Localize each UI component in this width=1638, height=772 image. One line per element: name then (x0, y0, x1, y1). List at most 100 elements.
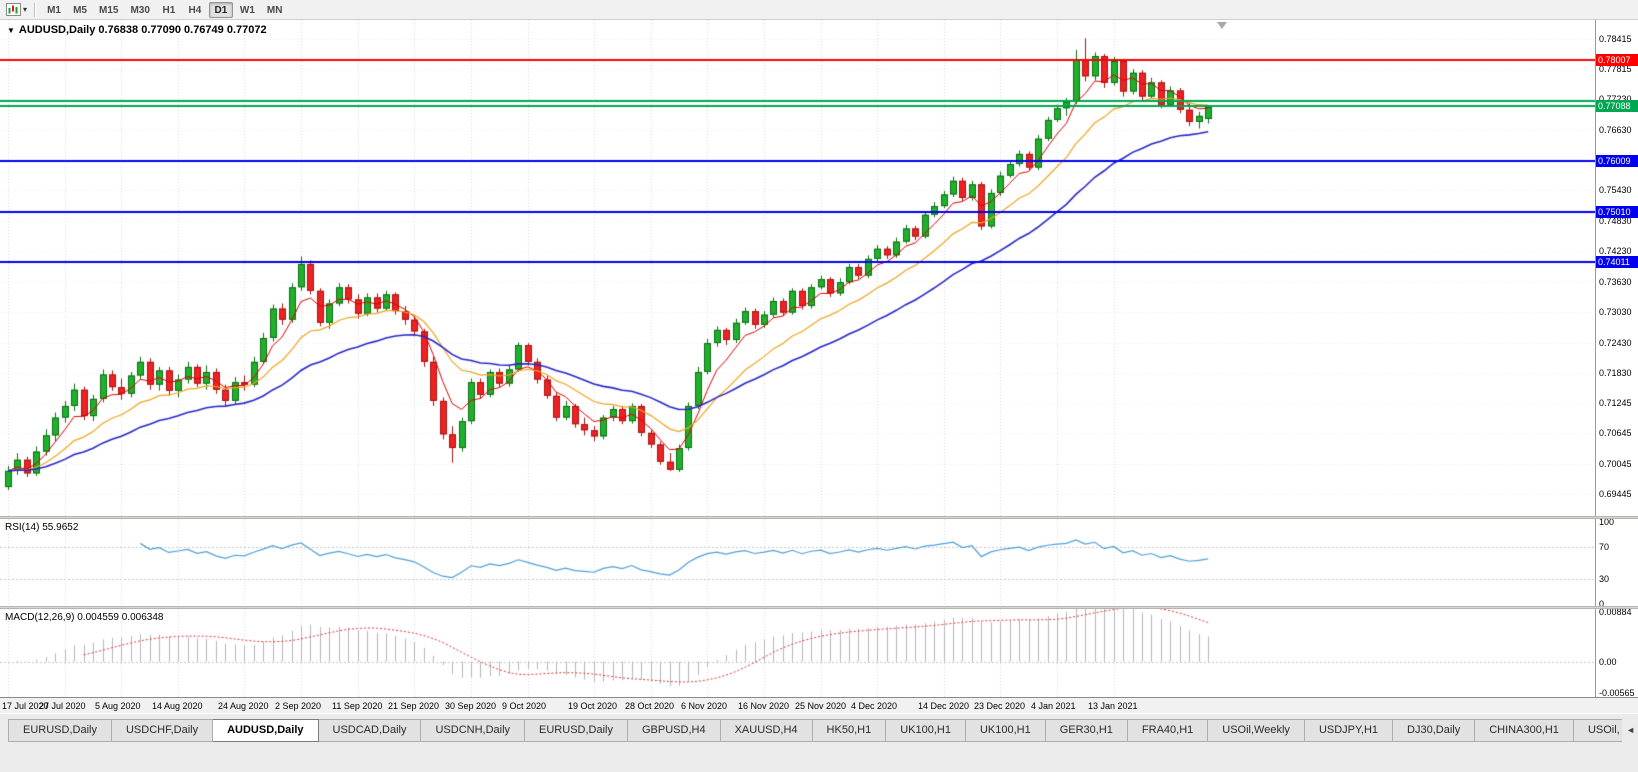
chart-workspace: ▼ AUDUSD,Daily 0.76838 0.77090 0.76749 0… (0, 20, 1638, 713)
toolbar-separator (34, 2, 37, 17)
timeframe-button-M30[interactable]: M30 (130, 4, 150, 16)
macd-indicator-canvas[interactable] (0, 609, 1595, 697)
rsi-indicator-canvas[interactable] (0, 519, 1595, 606)
timeframe-button-H4[interactable]: H4 (188, 4, 202, 16)
price-line-tag: 0.75010 (1596, 206, 1638, 218)
time-axis-label: 23 Dec 2020 (974, 701, 1026, 711)
timeframe-buttons: M1 M5 M15 M30 H1 H4 D1 W1 MN (41, 1, 288, 18)
chart-tab-UK100-H1[interactable]: UK100,H1 (965, 719, 1046, 742)
timeframe-button-H1[interactable]: H1 (162, 4, 176, 16)
chart-tab-USDCAD-Daily[interactable]: USDCAD,Daily (318, 719, 422, 742)
time-axis-label: 14 Aug 2020 (152, 701, 203, 711)
chart-tab-UK100-H1[interactable]: UK100,H1 (886, 719, 966, 742)
price-line-tag: 0.78007 (1596, 54, 1638, 66)
chart-tab-AUDUSD-Daily[interactable]: AUDUSD,Daily (213, 719, 319, 742)
time-axis-label: 21 Sep 2020 (388, 701, 440, 711)
time-axis-label: 14 Dec 2020 (918, 701, 970, 711)
expand-arrow-icon[interactable]: ▼ (7, 25, 15, 35)
price-axis-label: 0.73630 (1599, 277, 1632, 287)
price-axis-label: 0.74230 (1599, 246, 1632, 256)
macd-axis-label: 0.00 (1599, 657, 1617, 667)
time-axis-label: 9 Oct 2020 (502, 701, 547, 711)
rsi-label: RSI(14) 55.9652 (5, 522, 78, 533)
price-axis-label: 0.74830 (1599, 216, 1632, 226)
chart-tab-USDCNH-Daily[interactable]: USDCNH,Daily (421, 719, 526, 742)
time-axis[interactable]: 17 Jul 2020 27 Jul 2020 5 Aug 2020 14 Aug 2… (0, 697, 1638, 713)
rsi-indicator-name: RSI(14) (5, 522, 40, 533)
time-axis-label: 17 Jul 2020 (2, 701, 49, 711)
price-line-tag: 0.76009 (1596, 155, 1638, 167)
tab-scroll-left-icon[interactable]: ◄ (1626, 725, 1635, 735)
time-axis-label: 13 Jan 2021 (1088, 701, 1138, 711)
price-line-tag: 0.74011 (1596, 256, 1638, 268)
price-axis-label: 0.69445 (1599, 489, 1632, 499)
chart-shift-marker[interactable] (1217, 22, 1227, 29)
chart-tab-GER30-H1[interactable]: GER30,H1 (1045, 719, 1128, 742)
time-axis-label: 16 Nov 2020 (738, 701, 790, 711)
chart-tab-bar: EURUSD,Daily USDCHF,Daily AUDUSD,Daily USDC… (0, 713, 1638, 772)
chart-tab-FRA40-H1[interactable]: FRA40,H1 (1127, 719, 1209, 742)
top-toolbar: ▾ M1 M5 M15 M30 H1 H4 D1 W1 MN (0, 0, 1638, 20)
timeframe-button-W1[interactable]: W1 (239, 4, 255, 16)
chart-tab-DJ30-Daily[interactable]: DJ30,Daily (1393, 719, 1476, 742)
macd-axis-label: -0.00565 (1599, 688, 1635, 698)
chart-dropdown-arrow-icon[interactable]: ▾ (23, 5, 28, 14)
pane-splitter[interactable] (0, 516, 1638, 519)
price-axis-label: 0.71245 (1599, 398, 1632, 408)
macd-indicator-name: MACD(12,26,9) (5, 612, 75, 623)
time-axis-label: 2 Sep 2020 (275, 701, 322, 711)
price-axis-label: 0.78415 (1599, 34, 1632, 44)
chart-tab-GBPUSD-H4[interactable]: GBPUSD,H4 (628, 719, 721, 742)
price-axis-label: 0.75430 (1599, 185, 1632, 195)
chart-tab-USOil-Weekly[interactable]: USOil,Weekly (1208, 719, 1305, 742)
chart-window-icon[interactable] (5, 2, 22, 18)
timeframe-button-MN[interactable]: MN (266, 4, 283, 16)
pane-splitter[interactable] (0, 606, 1638, 609)
chart-tab-USDJPY-H1[interactable]: USDJPY,H1 (1304, 719, 1394, 742)
time-axis-label: 4 Dec 2020 (851, 701, 898, 711)
macd-axis-label: 0.00884 (1599, 607, 1632, 617)
price-line-tag: 0.77088 (1596, 100, 1638, 112)
chart-tab-XAUUSD-H4[interactable]: XAUUSD,H4 (720, 719, 813, 742)
timeframe-button-D1[interactable]: D1 (208, 1, 233, 18)
price-axis-label: 0.70645 (1599, 428, 1632, 438)
price-axis-label: 0.72430 (1599, 338, 1632, 348)
time-axis-label: 5 Aug 2020 (95, 701, 141, 711)
macd-label: MACD(12,26,9) 0.004559 0.006348 (5, 612, 163, 623)
price-axis[interactable]: 0.784150.778150.772300.766300.760300.754… (1595, 20, 1638, 698)
rsi-axis-label: 70 (1599, 542, 1610, 552)
price-axis-label: 0.76630 (1599, 125, 1632, 135)
timeframe-button-M15[interactable]: M15 (99, 4, 119, 16)
time-axis-label: 28 Oct 2020 (625, 701, 675, 711)
timeframe-button-M5[interactable]: M5 (73, 4, 87, 16)
rsi-indicator-value: 55.9652 (42, 522, 79, 533)
price-axis-label: 0.77230 (1599, 94, 1632, 104)
chart-tab-CHINA300-H1[interactable]: CHINA300,H1 (1475, 719, 1574, 742)
chart-tab-USDCHF-Daily[interactable]: USDCHF,Daily (111, 719, 214, 742)
chart-tab-EURUSD-Daily[interactable]: EURUSD,Daily (8, 719, 112, 742)
time-axis-label: 30 Sep 2020 (445, 701, 497, 711)
time-axis-label: 11 Sep 2020 (332, 701, 383, 711)
time-axis-label: 6 Nov 2020 (681, 701, 728, 711)
chart-tabs: EURUSD,Daily USDCHF,Daily AUDUSD,Daily USDC… (8, 719, 1622, 742)
time-axis-label: 27 Jul 2020 (39, 701, 86, 711)
price-axis-label: 0.73030 (1599, 307, 1632, 317)
timeframe-button-M1[interactable]: M1 (47, 4, 61, 16)
chart-tab-USOil-[interactable]: USOil, (1573, 719, 1622, 742)
time-axis-label: 19 Oct 2020 (568, 701, 618, 711)
chart-tab-EURUSD-Daily[interactable]: EURUSD,Daily (525, 719, 628, 742)
rsi-axis-label: 0 (1599, 599, 1605, 609)
time-axis-label: 24 Aug 2020 (218, 701, 269, 711)
rsi-axis-label: 30 (1599, 574, 1610, 584)
chart-tab-HK50-H1[interactable]: HK50,H1 (812, 719, 887, 742)
price-axis-label: 0.77815 (1599, 64, 1632, 74)
rsi-axis-label: 100 (1599, 517, 1615, 527)
price-axis-label: 0.70045 (1599, 459, 1632, 469)
chart-title: ▼ AUDUSD,Daily 0.76838 0.77090 0.76749 0… (7, 24, 267, 36)
macd-indicator-value: 0.004559 0.006348 (77, 612, 164, 623)
price-chart-canvas[interactable] (0, 20, 1595, 516)
price-axis-label: 0.71830 (1599, 368, 1632, 378)
time-axis-label: 25 Nov 2020 (795, 701, 847, 711)
time-axis-label: 4 Jan 2021 (1031, 701, 1076, 711)
chart-title-text: AUDUSD,Daily 0.76838 0.77090 0.76749 0.7… (18, 24, 267, 36)
